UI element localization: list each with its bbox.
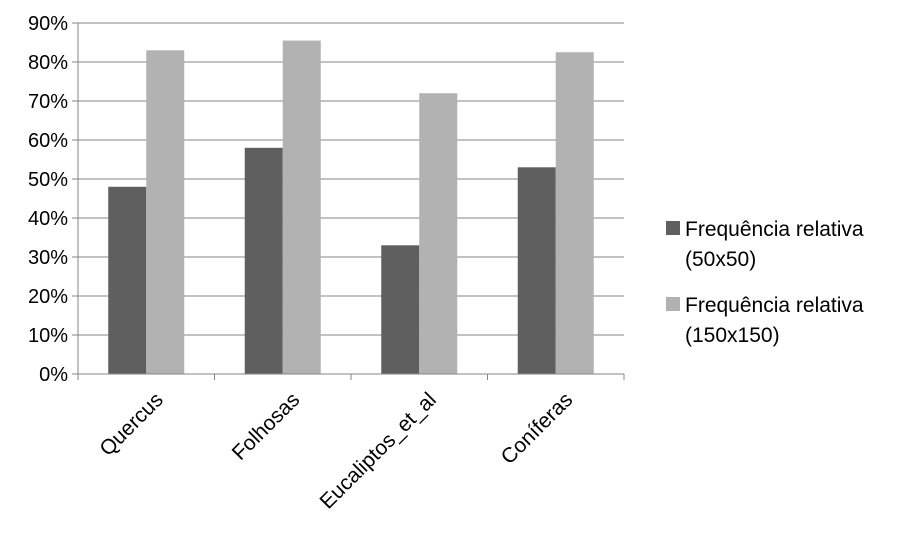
bar-con-feras-series-1 [517,167,556,374]
y-tick-labels: 0% 10% 20% 30% 40% 50% 60% 70% 80% 90% [28,13,68,386]
legend-swatch [666,221,680,235]
y-tick-label: 40% [28,208,68,230]
y-tick-label: 80% [28,52,68,74]
y-tick-label: 20% [28,286,68,308]
bar-quercus-series-2 [146,50,185,375]
x-tick-label: Quercus [95,388,167,460]
bar-con-feras-series-2 [555,52,594,374]
x-tick-labels: Quercus Folhosas Eucaliptos_et_al Coníferas [95,388,577,513]
bar-folhosas-series-2 [282,40,321,375]
legend-label: Frequência relativa [685,294,864,317]
y-tick-label: 10% [28,325,68,347]
bar-folhosas-series-1 [244,147,283,374]
y-tick-label: 90% [28,13,68,35]
y-tick-label: 60% [28,130,68,152]
bar-quercus-series-1 [108,186,147,374]
bar-eucaliptos-et-al-series-1 [381,245,420,374]
bars [108,40,594,375]
x-tick-label: Eucaliptos_et_al [316,388,441,513]
y-tick-label: 70% [28,91,68,113]
x-tick-label: Coníferas [497,388,578,469]
x-tick-label: Folhosas [228,388,305,465]
y-tick-label: 0% [39,364,68,386]
y-tick-label: 50% [28,169,68,191]
y-tick-label: 30% [28,247,68,269]
legend-label: (150x150) [685,324,780,347]
legend-label: (50x50) [685,248,756,271]
legend: Frequência relativa (50x50) Frequência rel… [666,218,864,347]
legend-label: Frequência relativa [685,218,864,241]
legend-swatch [666,297,680,311]
axes [72,22,625,380]
bar-eucaliptos-et-al-series-2 [419,93,458,374]
